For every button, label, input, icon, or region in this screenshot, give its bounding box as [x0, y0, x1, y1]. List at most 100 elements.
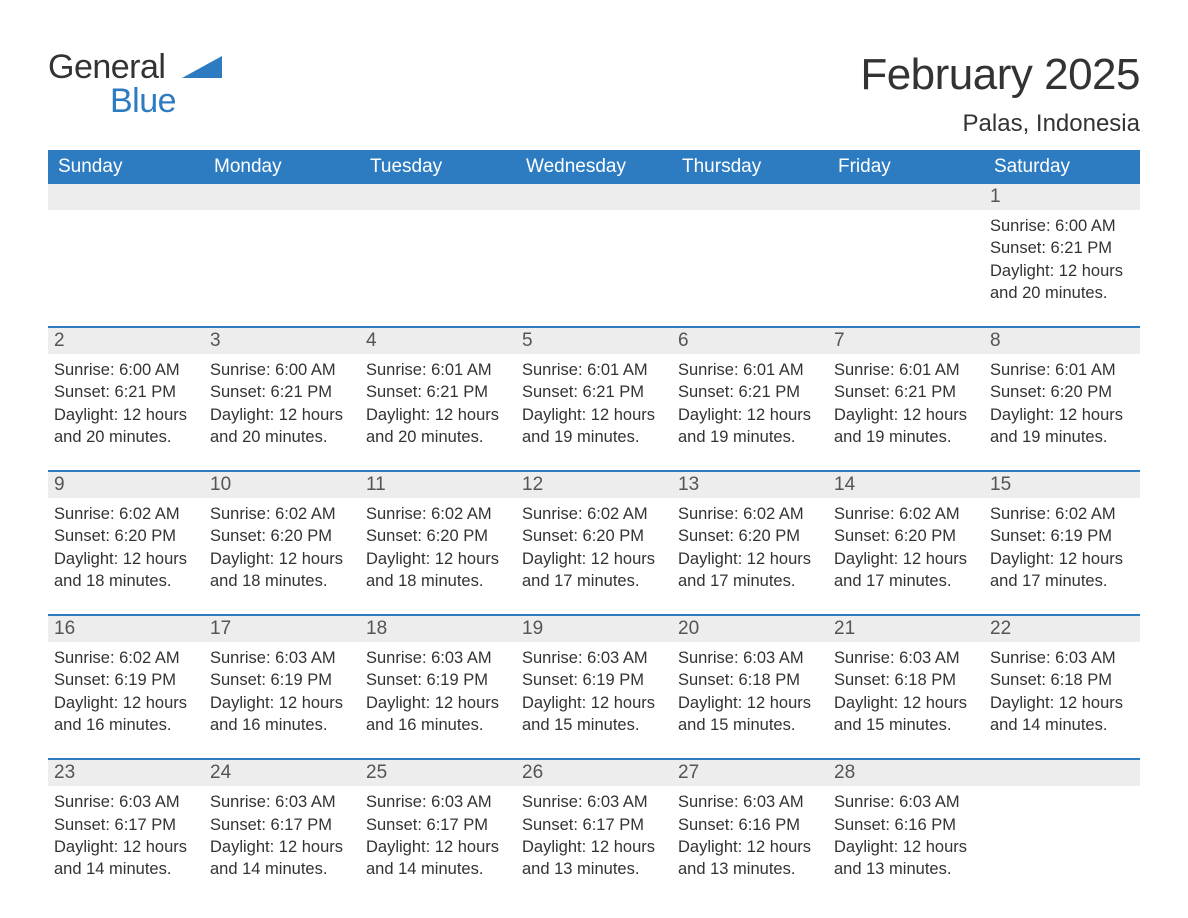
sunset-text: Sunset: 6:20 PM [990, 381, 1134, 403]
day-number: 18 [360, 616, 516, 642]
day-body: Sunrise: 6:03 AMSunset: 6:19 PMDaylight:… [360, 642, 516, 740]
day-body [360, 210, 516, 294]
sunset-text: Sunset: 6:19 PM [54, 669, 198, 691]
calendar-cell [360, 184, 516, 308]
sunrise-text: Sunrise: 6:02 AM [210, 503, 354, 525]
day-header-mon: Monday [204, 150, 360, 184]
calendar-cell: 17Sunrise: 6:03 AMSunset: 6:19 PMDayligh… [204, 616, 360, 740]
day-number: 20 [672, 616, 828, 642]
daylight-text-2: and 16 minutes. [210, 714, 354, 736]
sunset-text: Sunset: 6:17 PM [210, 814, 354, 836]
calendar-cell [984, 760, 1140, 884]
day-number: 6 [672, 328, 828, 354]
sunrise-text: Sunrise: 6:03 AM [366, 791, 510, 813]
calendar-cell: 7Sunrise: 6:01 AMSunset: 6:21 PMDaylight… [828, 328, 984, 452]
daylight-text-1: Daylight: 12 hours [990, 404, 1134, 426]
day-body: Sunrise: 6:01 AMSunset: 6:21 PMDaylight:… [672, 354, 828, 452]
daylight-text-1: Daylight: 12 hours [990, 260, 1134, 282]
calendar-cell: 11Sunrise: 6:02 AMSunset: 6:20 PMDayligh… [360, 472, 516, 596]
header: General Blue February 2025 Palas, Indone… [48, 50, 1140, 138]
daylight-text-2: and 20 minutes. [210, 426, 354, 448]
daylight-text-2: and 14 minutes. [210, 858, 354, 880]
sunset-text: Sunset: 6:17 PM [366, 814, 510, 836]
day-body: Sunrise: 6:02 AMSunset: 6:20 PMDaylight:… [516, 498, 672, 596]
daylight-text-2: and 14 minutes. [366, 858, 510, 880]
day-number: 28 [828, 760, 984, 786]
sunset-text: Sunset: 6:18 PM [834, 669, 978, 691]
day-body: Sunrise: 6:03 AMSunset: 6:19 PMDaylight:… [516, 642, 672, 740]
sunset-text: Sunset: 6:20 PM [834, 525, 978, 547]
sunrise-text: Sunrise: 6:02 AM [990, 503, 1134, 525]
calendar-cell: 16Sunrise: 6:02 AMSunset: 6:19 PMDayligh… [48, 616, 204, 740]
sunset-text: Sunset: 6:20 PM [678, 525, 822, 547]
day-number: 25 [360, 760, 516, 786]
day-body [984, 786, 1140, 870]
day-number: 10 [204, 472, 360, 498]
day-body: Sunrise: 6:03 AMSunset: 6:16 PMDaylight:… [672, 786, 828, 884]
day-number: 21 [828, 616, 984, 642]
sunrise-text: Sunrise: 6:02 AM [522, 503, 666, 525]
daylight-text-2: and 18 minutes. [366, 570, 510, 592]
day-body [828, 210, 984, 294]
title-block: February 2025 Palas, Indonesia [860, 50, 1140, 138]
daylight-text-2: and 18 minutes. [54, 570, 198, 592]
daylight-text-1: Daylight: 12 hours [522, 692, 666, 714]
day-header-fri: Friday [828, 150, 984, 184]
week-row: 2Sunrise: 6:00 AMSunset: 6:21 PMDaylight… [48, 326, 1140, 452]
week-row: 9Sunrise: 6:02 AMSunset: 6:20 PMDaylight… [48, 470, 1140, 596]
day-header-sun: Sunday [48, 150, 204, 184]
daylight-text-1: Daylight: 12 hours [210, 548, 354, 570]
location-label: Palas, Indonesia [860, 110, 1140, 138]
daylight-text-1: Daylight: 12 hours [54, 404, 198, 426]
day-body: Sunrise: 6:00 AMSunset: 6:21 PMDaylight:… [204, 354, 360, 452]
daylight-text-2: and 17 minutes. [522, 570, 666, 592]
sunrise-text: Sunrise: 6:02 AM [678, 503, 822, 525]
day-number [48, 184, 204, 210]
daylight-text-2: and 16 minutes. [54, 714, 198, 736]
daylight-text-1: Daylight: 12 hours [990, 692, 1134, 714]
day-number: 3 [204, 328, 360, 354]
logo-flag-icon [182, 56, 222, 82]
day-body: Sunrise: 6:02 AMSunset: 6:20 PMDaylight:… [204, 498, 360, 596]
day-body [672, 210, 828, 294]
calendar-cell: 19Sunrise: 6:03 AMSunset: 6:19 PMDayligh… [516, 616, 672, 740]
sunrise-text: Sunrise: 6:01 AM [990, 359, 1134, 381]
day-number: 5 [516, 328, 672, 354]
daylight-text-2: and 20 minutes. [990, 282, 1134, 304]
calendar-cell: 25Sunrise: 6:03 AMSunset: 6:17 PMDayligh… [360, 760, 516, 884]
calendar-cell: 9Sunrise: 6:02 AMSunset: 6:20 PMDaylight… [48, 472, 204, 596]
sunset-text: Sunset: 6:21 PM [54, 381, 198, 403]
sunset-text: Sunset: 6:16 PM [678, 814, 822, 836]
daylight-text-1: Daylight: 12 hours [210, 836, 354, 858]
day-number [360, 184, 516, 210]
day-header-row: Sunday Monday Tuesday Wednesday Thursday… [48, 150, 1140, 184]
logo-text-general: General [48, 48, 165, 86]
calendar-cell: 2Sunrise: 6:00 AMSunset: 6:21 PMDaylight… [48, 328, 204, 452]
day-body: Sunrise: 6:02 AMSunset: 6:19 PMDaylight:… [48, 642, 204, 740]
sunrise-text: Sunrise: 6:02 AM [54, 503, 198, 525]
day-body [48, 210, 204, 294]
day-number: 23 [48, 760, 204, 786]
day-body: Sunrise: 6:03 AMSunset: 6:17 PMDaylight:… [516, 786, 672, 884]
daylight-text-1: Daylight: 12 hours [678, 548, 822, 570]
daylight-text-2: and 13 minutes. [678, 858, 822, 880]
week-row: 16Sunrise: 6:02 AMSunset: 6:19 PMDayligh… [48, 614, 1140, 740]
day-number: 24 [204, 760, 360, 786]
sunrise-text: Sunrise: 6:03 AM [54, 791, 198, 813]
day-number: 22 [984, 616, 1140, 642]
calendar-cell: 13Sunrise: 6:02 AMSunset: 6:20 PMDayligh… [672, 472, 828, 596]
daylight-text-1: Daylight: 12 hours [678, 836, 822, 858]
daylight-text-1: Daylight: 12 hours [522, 836, 666, 858]
day-body: Sunrise: 6:03 AMSunset: 6:18 PMDaylight:… [828, 642, 984, 740]
daylight-text-1: Daylight: 12 hours [678, 404, 822, 426]
sunrise-text: Sunrise: 6:03 AM [678, 791, 822, 813]
daylight-text-2: and 19 minutes. [678, 426, 822, 448]
sunrise-text: Sunrise: 6:01 AM [834, 359, 978, 381]
sunset-text: Sunset: 6:17 PM [54, 814, 198, 836]
sunrise-text: Sunrise: 6:01 AM [678, 359, 822, 381]
calendar-cell: 22Sunrise: 6:03 AMSunset: 6:18 PMDayligh… [984, 616, 1140, 740]
day-body: Sunrise: 6:03 AMSunset: 6:17 PMDaylight:… [204, 786, 360, 884]
day-header-wed: Wednesday [516, 150, 672, 184]
sunset-text: Sunset: 6:21 PM [678, 381, 822, 403]
calendar-cell: 12Sunrise: 6:02 AMSunset: 6:20 PMDayligh… [516, 472, 672, 596]
